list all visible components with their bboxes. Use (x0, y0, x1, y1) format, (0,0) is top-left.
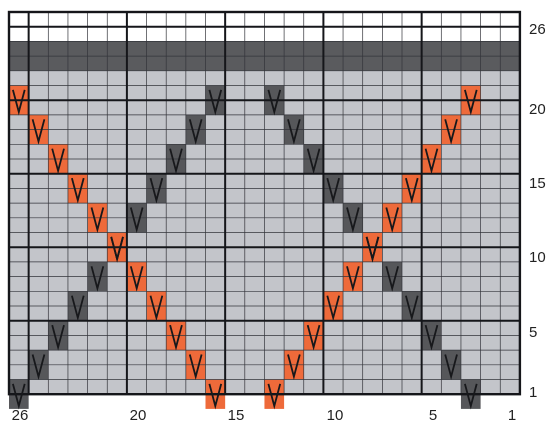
v-stitch-symbol-orange (188, 354, 203, 381)
stitch-symbols (12, 89, 478, 410)
v-stitch-symbol-orange (149, 295, 164, 322)
v-stitch-symbol-dark (71, 295, 85, 322)
v-stitch-symbol-dark (464, 383, 478, 410)
v-stitch-symbol-orange (444, 119, 458, 145)
v-stitch-symbol-orange (169, 324, 183, 351)
v-stitch-symbol-dark (169, 148, 183, 175)
v-stitch-symbol-orange (326, 295, 340, 322)
row-label-15: 15 (529, 175, 546, 192)
column-label-20: 20 (130, 407, 147, 424)
v-stitch-symbol-orange (365, 236, 380, 263)
v-stitch-symbol-dark (444, 354, 458, 381)
column-label-1: 1 (508, 407, 516, 424)
v-stitch-symbol-dark (346, 207, 360, 234)
v-stitch-symbol-orange (424, 148, 439, 175)
v-stitch-symbol-orange (90, 207, 105, 234)
v-stitch-symbol-dark (188, 119, 203, 145)
v-stitch-symbol-dark (12, 383, 26, 410)
column-axis-labels: 26 20 15 10 5 1 (12, 407, 517, 424)
v-stitch-symbol-dark (306, 148, 321, 175)
v-stitch-symbol-orange (385, 207, 399, 234)
v-stitch-symbol-dark (208, 89, 223, 116)
v-stitch-symbol-orange (129, 266, 144, 292)
v-stitch-symbol-dark (51, 324, 65, 351)
v-stitch-symbol-orange (71, 177, 85, 204)
row-label-26: 26 (529, 21, 546, 38)
v-stitch-symbol-dark (129, 207, 144, 234)
row-label-10: 10 (529, 249, 546, 266)
v-stitch-symbol-orange (306, 324, 321, 351)
v-stitch-symbol-dark (424, 324, 439, 351)
column-label-26: 26 (12, 407, 29, 424)
v-stitch-symbol-orange (405, 177, 419, 204)
v-stitch-symbol-orange (267, 383, 282, 410)
chart-frame (7, 10, 522, 396)
v-stitch-symbol-orange (31, 119, 46, 145)
row-label-5: 5 (529, 324, 537, 341)
v-stitch-symbol-orange (464, 89, 478, 116)
v-stitch-symbol-orange (346, 266, 360, 292)
v-stitch-symbol-orange (110, 236, 124, 263)
v-stitch-symbol-dark (31, 354, 46, 381)
v-stitch-symbol-dark (267, 89, 282, 116)
v-stitch-symbol-orange (51, 148, 65, 175)
v-stitch-symbol-dark (149, 177, 164, 204)
v-stitch-symbol-dark (287, 119, 301, 145)
row-label-1: 1 (529, 384, 537, 401)
v-stitch-symbol-orange (12, 89, 26, 116)
column-label-15: 15 (228, 407, 245, 424)
v-stitch-symbol-dark (385, 266, 399, 292)
column-label-10: 10 (327, 407, 344, 424)
column-label-5: 5 (429, 407, 437, 424)
row-axis-labels: 26 20 15 10 5 1 (529, 21, 546, 401)
v-stitch-symbol-orange (208, 383, 223, 410)
row-label-20: 20 (529, 101, 546, 118)
v-stitch-symbol-dark (405, 295, 419, 322)
v-stitch-symbol-dark (90, 266, 105, 292)
v-stitch-symbol-orange (287, 354, 301, 381)
chart-gridlines (7, 10, 522, 396)
v-stitch-symbol-dark (326, 177, 340, 204)
